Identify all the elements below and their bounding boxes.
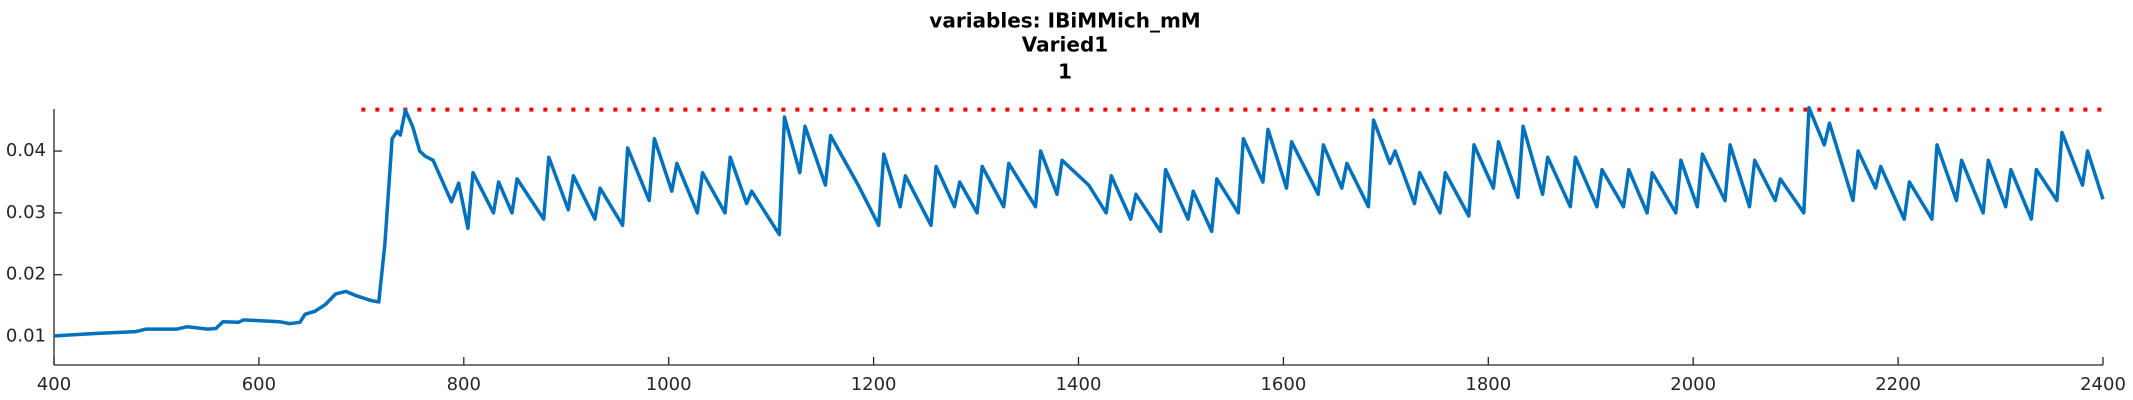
chart-title: variables: IBiMMich_mM xyxy=(929,9,1200,33)
x-tick-label: 600 xyxy=(242,374,276,395)
x-tick-label: 1800 xyxy=(1465,374,1511,395)
chart-subtitle: 1 xyxy=(1058,60,1072,84)
x-tick-label: 800 xyxy=(447,374,481,395)
x-tick-label: 1600 xyxy=(1260,374,1306,395)
y-tick-label: 0.03 xyxy=(6,202,46,223)
x-tick-label: 2000 xyxy=(1670,374,1716,395)
y-tick-label: 0.04 xyxy=(6,140,46,161)
x-tick-label: 400 xyxy=(37,374,71,395)
x-tick-label: 2200 xyxy=(1875,374,1921,395)
x-tick-label: 1000 xyxy=(646,374,692,395)
y-tick-label: 0.02 xyxy=(6,264,46,285)
y-tick-label: 0.01 xyxy=(6,326,46,347)
x-tick-label: 1400 xyxy=(1056,374,1102,395)
x-tick-label: 2400 xyxy=(2080,374,2126,395)
chart-subtitle: Varied1 xyxy=(1022,33,1108,57)
x-tick-label: 1200 xyxy=(851,374,897,395)
data-line xyxy=(53,106,2105,338)
